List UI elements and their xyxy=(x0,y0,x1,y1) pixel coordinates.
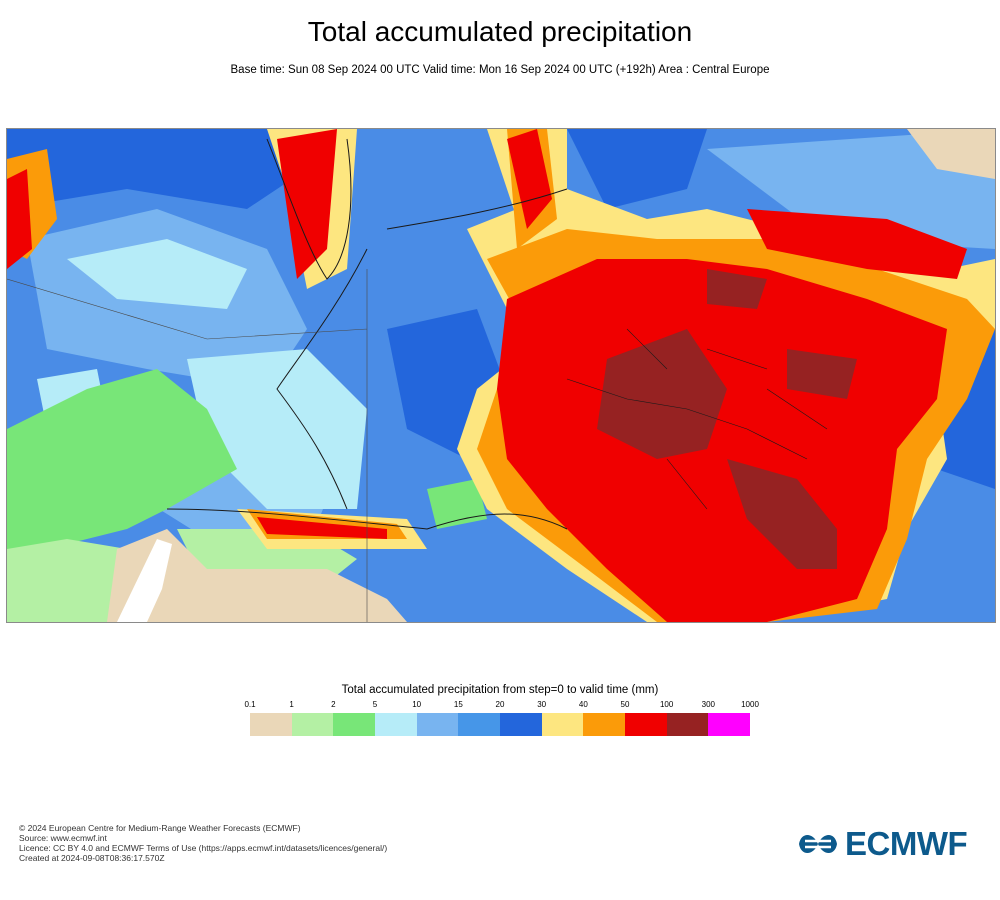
field-100-300mm-north xyxy=(707,269,767,309)
field-100-300mm-alps xyxy=(597,329,727,459)
created-text: Created at 2024-09-08T08:36:17.570Z xyxy=(19,853,165,863)
legend-swatch xyxy=(375,713,417,736)
field-100-300mm-carpathians xyxy=(727,459,837,569)
coastline-mediterranean xyxy=(166,508,568,530)
field-50-100mm-britain xyxy=(277,129,337,279)
coastline-france xyxy=(276,248,368,510)
field-20-30mm-north xyxy=(567,129,707,209)
legend-tick-label: 10 xyxy=(412,700,422,709)
legend-tick-label: 15 xyxy=(453,700,463,709)
coastline-north-sea xyxy=(386,188,568,230)
field-20-30mm-nw xyxy=(7,129,307,209)
field-2-5mm-med xyxy=(427,479,487,529)
field-10-15mm-ne xyxy=(707,129,995,249)
legend-tick-label: 5 xyxy=(372,700,378,709)
legend-tick-label: 100 xyxy=(659,700,674,709)
field-50-100mm-med-band xyxy=(257,517,387,539)
field-2-5mm-iberia xyxy=(7,369,237,559)
ecmwf-logo-icon xyxy=(799,835,837,853)
source-text: Source: www.ecmwf.int xyxy=(19,833,107,843)
legend-swatch xyxy=(333,713,376,736)
national-borders xyxy=(566,328,828,510)
precipitation-field xyxy=(7,129,995,622)
coastline-britain xyxy=(266,138,352,280)
licence-text: Licence: CC BY 4.0 and ECMWF Terms of Us… xyxy=(19,843,388,853)
legend-tick-label: 300 xyxy=(701,700,716,709)
chart-subtitle: Base time: Sun 08 Sep 2024 00 UTC Valid … xyxy=(230,64,770,76)
field-0.1-1mm-ne xyxy=(907,129,995,179)
graticule-lines xyxy=(7,269,368,622)
legend-swatch xyxy=(500,713,542,736)
legend-tick-label: 30 xyxy=(537,700,547,709)
legend-tick-label: 2 xyxy=(331,700,336,709)
field-50-100mm-north xyxy=(507,129,552,229)
legend-swatch xyxy=(541,713,584,736)
legend-swatch xyxy=(583,713,626,736)
field-50-100mm-west-edge xyxy=(7,169,32,269)
legend-tick-label: 40 xyxy=(578,700,588,709)
field-0.1-1mm-sahara xyxy=(167,569,407,622)
legend-swatch xyxy=(291,713,334,736)
legend-tick-label: 1000 xyxy=(741,700,759,709)
legend-swatch xyxy=(708,713,751,736)
field-5-10mm-atlantic xyxy=(67,239,247,309)
legend-tick-label: 20 xyxy=(495,700,505,709)
ecmwf-logo: ECMWF xyxy=(795,825,968,862)
legend-tick-label: 1 xyxy=(289,700,294,709)
copyright-text: © 2024 European Centre for Medium-Range … xyxy=(19,823,301,833)
legend-ticks: 0.1 1 2 5 10 15 20 30 40 50 100 300 1000 xyxy=(244,700,758,712)
field-100-300mm-east xyxy=(787,349,857,399)
chart-title: Total accumulated precipitation xyxy=(307,16,693,47)
legend-swatch xyxy=(625,713,667,736)
precipitation-map xyxy=(6,128,996,623)
ecmwf-logo-text: ECMWF xyxy=(845,825,968,862)
legend-swatch xyxy=(458,713,501,736)
legend-tick-label: 0.1 xyxy=(244,700,256,709)
footer-credits: © 2024 European Centre for Medium-Range … xyxy=(19,823,387,863)
legend-swatch xyxy=(250,713,292,736)
legend-tick-label: 50 xyxy=(620,700,630,709)
legend-swatch xyxy=(666,713,709,736)
field-50-100mm-ne xyxy=(747,209,967,279)
legend-swatch xyxy=(416,713,459,736)
no-data-area xyxy=(117,539,172,622)
legend-title: Total accumulated precipitation from ste… xyxy=(341,684,659,696)
legend-colorbar xyxy=(250,713,751,736)
